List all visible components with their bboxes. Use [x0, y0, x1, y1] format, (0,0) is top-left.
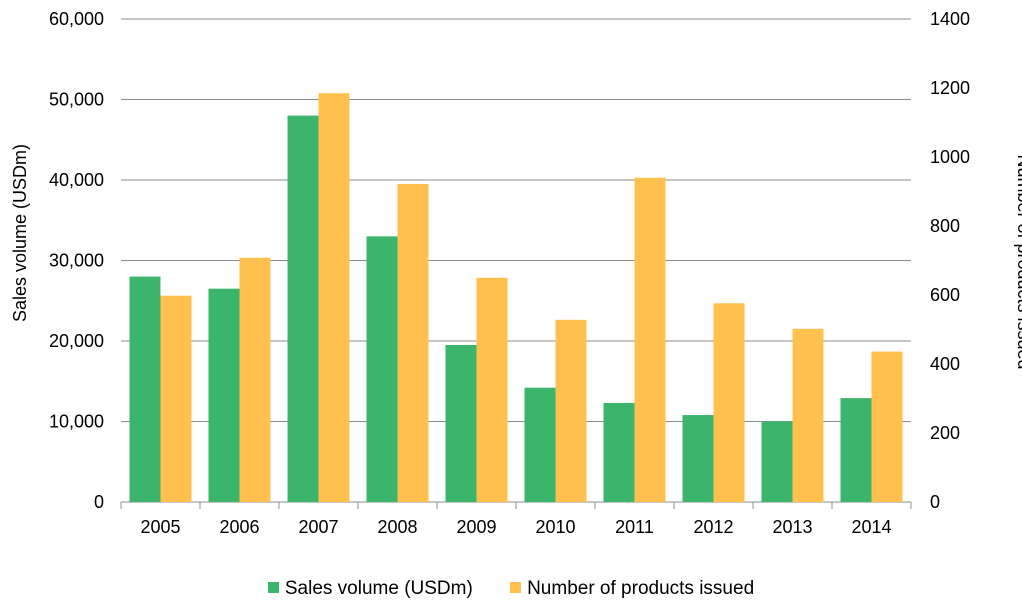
y-left-tick-label: 20,000 [49, 331, 104, 351]
y-right-tick-label: 800 [930, 216, 960, 236]
y-right-tick-label: 1400 [930, 9, 970, 29]
x-tick-label: 2005 [140, 517, 180, 537]
x-tick-label: 2011 [615, 517, 654, 537]
legend-label-sales: Sales volume (USDm) [284, 578, 473, 599]
y-axis-right-title: Number of products issued [1014, 154, 1022, 369]
y-left-tick-label: 60,000 [49, 9, 104, 29]
bar-products-issued [160, 295, 192, 502]
legend-swatch-sales [267, 582, 279, 593]
y-right-tick-label: 600 [930, 285, 960, 305]
bar-sales-volume [840, 398, 872, 502]
bar-products-issued [871, 351, 903, 502]
bar-products-issued [397, 183, 429, 502]
bar-products-issued [713, 303, 745, 502]
x-tick-label: 2014 [851, 517, 891, 537]
bar-products-issued [239, 257, 271, 502]
y-right-tick-label: 400 [930, 354, 960, 374]
legend-item-sales: Sales volume (USDm) [267, 578, 473, 600]
bar-sales-volume [524, 387, 556, 502]
y-left-tick-label: 40,000 [49, 170, 104, 190]
bar-sales-volume [366, 236, 398, 502]
bar-sales-volume [761, 421, 793, 502]
bar-products-issued [634, 177, 666, 502]
legend-item-products: Number of products issued [510, 578, 754, 600]
right-axis-ticks: 0 200 400 600 800 1000 1200 1400 [930, 9, 970, 512]
bars [129, 93, 903, 503]
bar-products-issued [318, 93, 350, 503]
y-left-tick-label: 10,000 [49, 412, 104, 432]
y-left-tick-label: 50,000 [49, 90, 104, 110]
x-tick-label: 2010 [535, 517, 575, 537]
y-axis-left-title: Sales volume (USDm) [10, 144, 30, 322]
bar-sales-volume [445, 345, 477, 502]
y-right-tick-label: 0 [930, 492, 940, 512]
bar-sales-volume [129, 276, 161, 502]
bar-products-issued [555, 319, 587, 502]
x-axis-ticks: 2005 2006 2007 2008 2009 2010 2011 2012 2013 2014 [140, 517, 891, 537]
x-tick-label: 2009 [456, 517, 496, 537]
bar-sales-volume [287, 115, 319, 502]
bar-sales-volume [208, 288, 240, 502]
legend: Sales volume (USDm) Number of products i… [0, 578, 1022, 600]
bar-sales-volume [682, 415, 714, 502]
x-tick-label: 2012 [693, 517, 733, 537]
y-right-tick-label: 1000 [930, 147, 970, 167]
x-tick-label: 2008 [377, 517, 417, 537]
legend-swatch-products [510, 582, 522, 593]
x-tick-label: 2006 [219, 517, 259, 537]
y-right-tick-label: 200 [930, 423, 960, 443]
x-tick-label: 2013 [772, 517, 812, 537]
bar-products-issued [476, 277, 508, 502]
x-tick-label: 2007 [298, 517, 338, 537]
y-right-tick-label: 1200 [930, 78, 970, 98]
y-left-tick-label: 30,000 [49, 251, 104, 271]
legend-label-products: Number of products issued [527, 578, 755, 599]
y-left-tick-label: 0 [94, 492, 104, 512]
left-axis-ticks: 0 10,000 20,000 30,000 40,000 50,000 60,000 [49, 9, 104, 512]
bar-sales-volume [603, 402, 635, 502]
bar-products-issued [792, 328, 824, 502]
